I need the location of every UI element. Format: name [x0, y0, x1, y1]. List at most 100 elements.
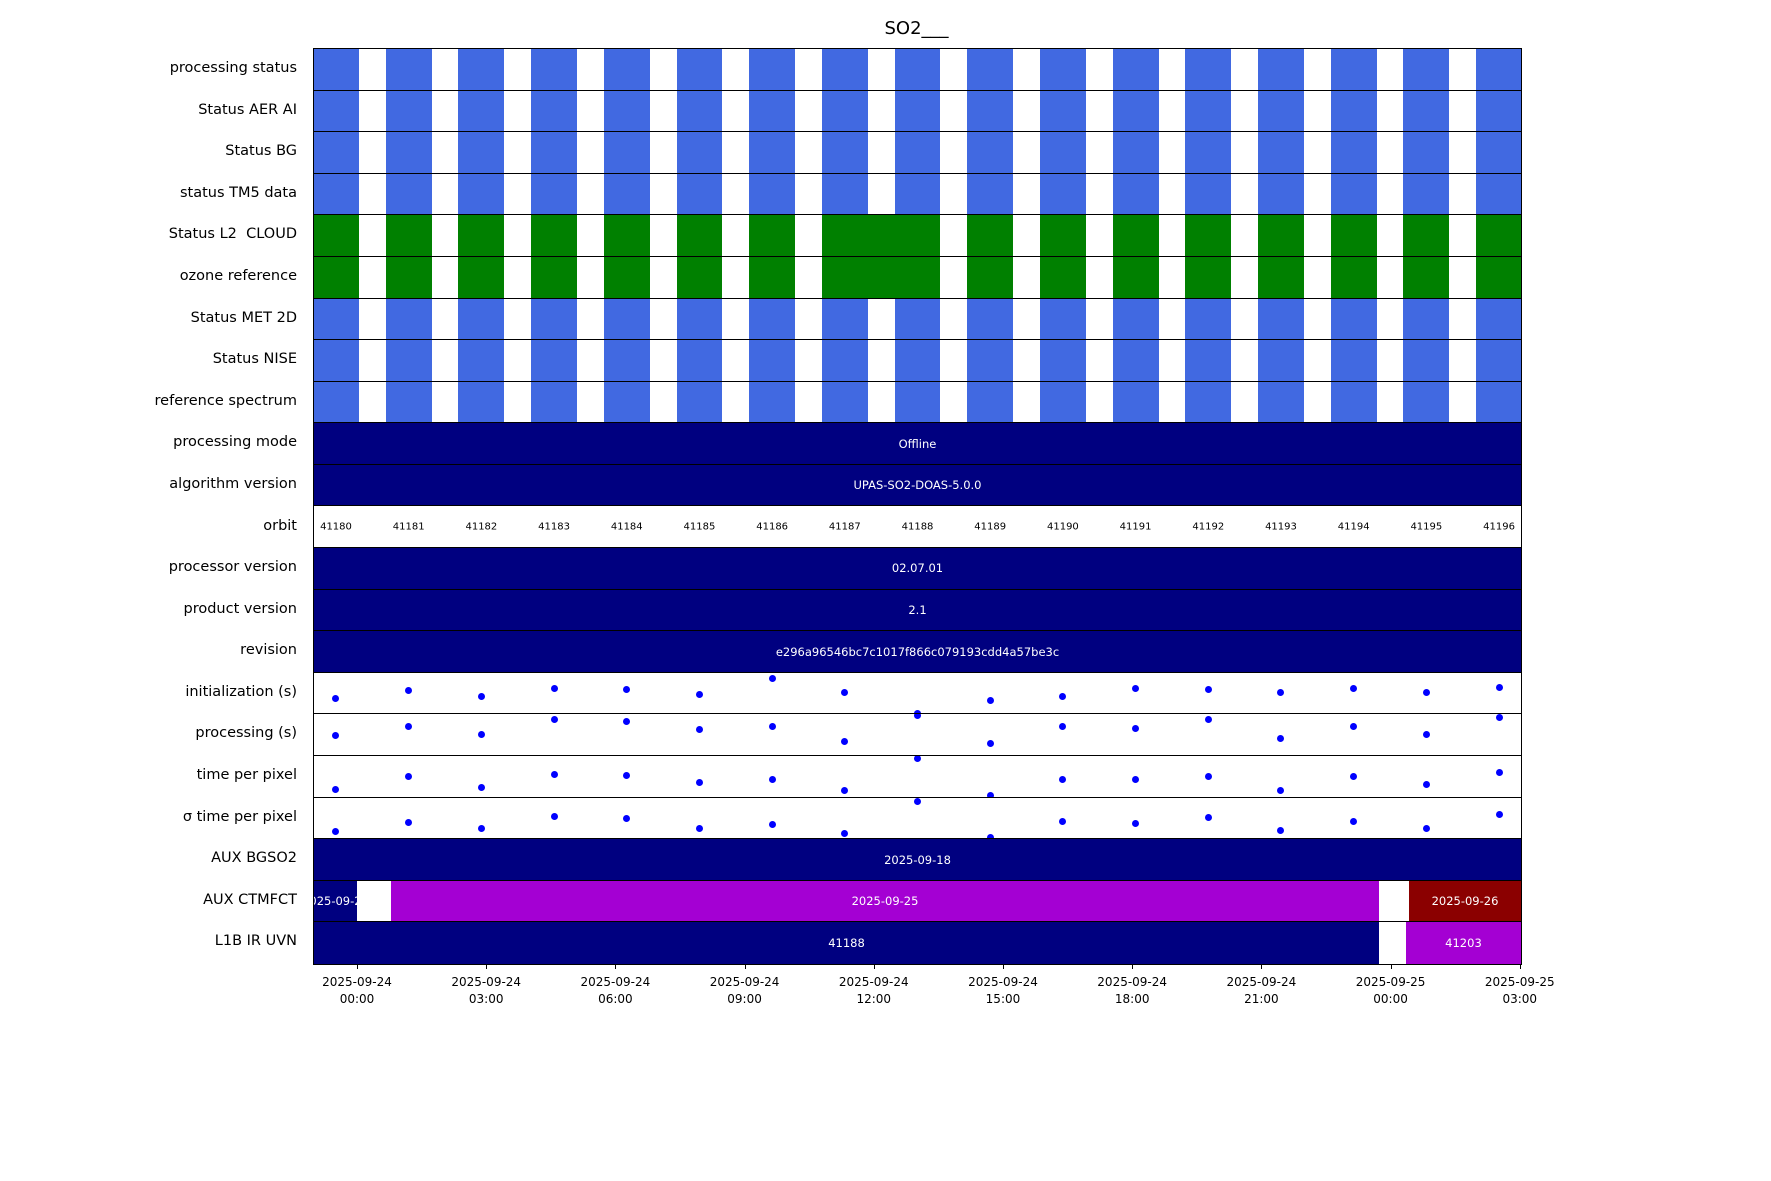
- status-block: [1039, 381, 1086, 423]
- status-block: [1403, 173, 1450, 215]
- row-label: algorithm version: [169, 475, 297, 492]
- status-block: [676, 90, 723, 132]
- row-label: Status MET 2D: [190, 309, 297, 326]
- status-block: [385, 132, 432, 173]
- data-point: [1059, 817, 1067, 825]
- status-block: [1403, 298, 1450, 340]
- status-block: [1403, 49, 1450, 90]
- data-point: [550, 715, 558, 723]
- status-block: [531, 298, 577, 340]
- data-point: [986, 696, 994, 704]
- x-axis: 2025-09-24 00:00 2025-09-24 03:00 2025-09-…: [0, 964, 1771, 1034]
- data-point: [1204, 772, 1212, 780]
- row-label: processor version: [168, 559, 297, 576]
- data-point: [1495, 769, 1503, 777]
- status-block: [603, 298, 650, 340]
- data-point: [623, 685, 631, 693]
- status-block: [894, 49, 941, 90]
- status-block: [967, 381, 1014, 423]
- status-block: [1185, 215, 1232, 256]
- orbit-number: 41196: [1483, 521, 1515, 533]
- status-block: [314, 215, 359, 256]
- bar-segment-label: 2.1: [908, 602, 927, 617]
- status-block: [676, 215, 723, 256]
- row-scatter: [314, 672, 1521, 715]
- data-point: [695, 779, 703, 787]
- x-tick-label: 2025-09-24 09:00: [709, 975, 780, 1007]
- status-block: [1185, 49, 1232, 90]
- data-point: [695, 725, 703, 733]
- data-point: [405, 722, 413, 730]
- x-tick-label: 2025-09-24 15:00: [968, 975, 1038, 1007]
- status-block: [531, 381, 577, 423]
- x-tick-label: 2025-09-24 21:00: [1226, 975, 1297, 1007]
- status-block: [821, 256, 941, 298]
- data-point: [332, 731, 340, 739]
- status-block: [385, 381, 432, 423]
- data-point: [477, 784, 485, 792]
- status-block: [531, 49, 577, 90]
- status-block: [1258, 132, 1304, 173]
- status-block: [894, 298, 941, 340]
- status-block: [458, 215, 505, 256]
- row-label: ozone reference: [179, 267, 297, 284]
- status-block: [1476, 90, 1521, 132]
- bar-segment-label: Offline: [898, 436, 937, 451]
- status-block: [676, 340, 723, 381]
- orbit-number: 41192: [1192, 521, 1225, 533]
- status-block: [1112, 49, 1159, 90]
- row-label: processing status: [169, 60, 297, 76]
- row-blocks: [314, 173, 1521, 216]
- data-point: [1059, 723, 1067, 731]
- status-block: [603, 132, 650, 173]
- status-block: [1258, 298, 1304, 340]
- status-block: [821, 49, 868, 90]
- status-block: [1185, 132, 1232, 173]
- status-block: [603, 173, 650, 215]
- x-tick-label: 2025-09-24 18:00: [1097, 975, 1168, 1007]
- orbit-number: 41181: [392, 521, 425, 533]
- plot-area: Offline UPAS-SO2-DOAS-5.0.0 41180 41181 4118…: [313, 48, 1522, 965]
- status-block: [1258, 90, 1304, 132]
- status-block: [1039, 90, 1086, 132]
- status-block: [531, 340, 577, 381]
- status-block: [458, 298, 505, 340]
- status-block: [967, 340, 1014, 381]
- status-block: [1403, 215, 1450, 256]
- data-point: [1495, 810, 1503, 818]
- status-block: [967, 215, 1014, 256]
- status-block: [1476, 173, 1521, 215]
- status-block: [894, 173, 941, 215]
- status-block: [1039, 340, 1086, 381]
- status-block: [967, 90, 1014, 132]
- orbit-number: 41193: [1265, 521, 1297, 533]
- status-block: [676, 298, 723, 340]
- status-block: [458, 132, 505, 173]
- orbit-number: 41186: [756, 521, 789, 533]
- orbit-number: 41185: [683, 521, 716, 533]
- status-block: [1403, 381, 1450, 423]
- data-point: [768, 674, 776, 682]
- status-block: [1112, 132, 1159, 173]
- status-block: [821, 340, 868, 381]
- data-point: [405, 818, 413, 826]
- x-tick-mark: [1261, 964, 1263, 969]
- status-block: [821, 173, 868, 215]
- row-orbit-numbers: 41180 41181 41182 41183 41184 41185 41186 41187…: [314, 506, 1521, 549]
- status-block: [1330, 340, 1377, 381]
- row-blocks: [314, 381, 1521, 424]
- status-block: [385, 173, 432, 215]
- status-block: [314, 340, 359, 381]
- bar-segment-label: 41188: [828, 936, 865, 951]
- status-block: [1330, 256, 1377, 298]
- row-label: reference spectrum: [154, 392, 297, 409]
- bar-segment-label: e296a96546bc7c1017f866c079193cdd4a57be3c: [775, 644, 1060, 659]
- status-block: [1330, 215, 1377, 256]
- bar-segment: 2025-09-26: [1408, 880, 1521, 922]
- status-block: [1039, 256, 1086, 298]
- status-block: [749, 381, 796, 423]
- status-block: [1039, 49, 1086, 90]
- orbit-number: 41195: [1410, 521, 1443, 533]
- row-label: AUX CTMFCT: [203, 891, 297, 908]
- status-block: [676, 173, 723, 215]
